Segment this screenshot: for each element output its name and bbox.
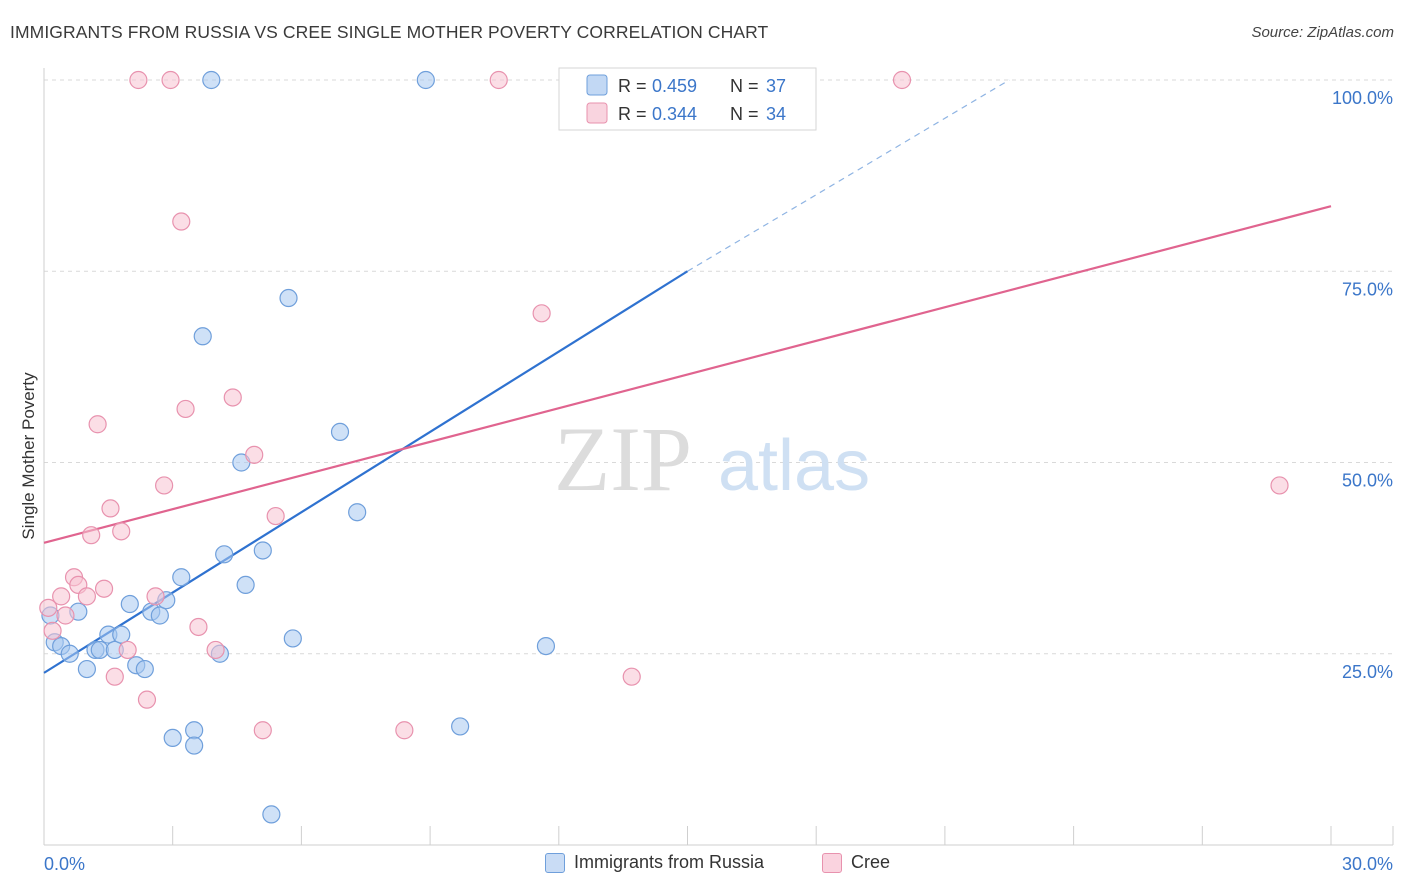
legend-label-russia: Immigrants from Russia	[574, 852, 765, 872]
data-point-cree	[56, 606, 75, 625]
data-point-russia	[451, 717, 470, 736]
data-point-russia	[283, 629, 302, 648]
data-point-russia	[163, 728, 182, 748]
data-point-cree	[266, 506, 285, 526]
data-point-russia	[77, 659, 97, 679]
data-point-cree	[129, 70, 148, 90]
data-point-cree	[176, 399, 195, 419]
legend-n-label-russia: N =	[730, 76, 759, 96]
y-tick-label: 100.0%	[1332, 88, 1393, 108]
data-point-cree	[489, 70, 508, 90]
data-point-russia	[279, 288, 298, 308]
data-point-russia	[193, 327, 212, 346]
y-tick-label: 25.0%	[1342, 662, 1393, 682]
data-point-russia	[416, 70, 435, 90]
legend-swatch-cree	[586, 102, 608, 124]
legend-n-value-russia: 37	[766, 76, 786, 96]
data-point-russia	[348, 503, 367, 522]
data-point-cree	[155, 476, 174, 495]
legend-label-cree: Cree	[851, 852, 891, 872]
data-point-russia	[112, 625, 131, 644]
data-point-cree	[892, 70, 912, 90]
data-point-cree	[94, 579, 114, 598]
legend-item-cree[interactable]: Cree	[822, 852, 890, 873]
data-point-cree	[88, 415, 107, 434]
x-tick-labels: 0.0% 30.0%	[44, 854, 1393, 874]
data-point-russia	[150, 606, 169, 625]
data-point-cree	[532, 304, 551, 323]
data-point-cree	[1270, 476, 1289, 495]
data-point-cree	[245, 445, 264, 464]
legend-swatch-russia-bottom	[545, 852, 565, 873]
legend-swatch-cree-bottom	[822, 852, 842, 873]
data-point-russia	[172, 568, 191, 587]
y-tick-label: 75.0%	[1342, 279, 1393, 299]
y-tick-label: 50.0%	[1342, 471, 1393, 491]
data-point-cree	[172, 212, 191, 231]
source-credit: Source: ZipAtlas.com	[1251, 24, 1394, 41]
data-point-cree	[253, 721, 272, 740]
data-point-russia	[253, 541, 272, 560]
data-point-cree	[206, 640, 225, 660]
legend-r-value-cree: 0.344	[652, 104, 697, 124]
data-point-cree	[77, 587, 97, 606]
legend-swatch-russia	[586, 74, 608, 96]
data-point-cree	[101, 499, 120, 518]
legend-n-value-cree: 34	[766, 104, 786, 124]
data-point-cree	[161, 70, 180, 90]
data-point-russia	[236, 575, 255, 595]
trend-line-russia-extension	[687, 79, 1010, 272]
data-point-cree	[43, 621, 62, 640]
data-point-cree	[395, 721, 414, 740]
data-point-russia	[185, 736, 204, 755]
data-point-cree	[118, 640, 137, 660]
data-point-russia	[120, 594, 139, 614]
data-point-cree	[137, 690, 157, 709]
data-point-russia	[60, 644, 79, 663]
chart-title: IMMIGRANTS FROM RUSSIA VS CREE SINGLE MO…	[10, 22, 769, 42]
data-point-cree	[622, 667, 641, 686]
legend-r-label-russia: R =	[618, 76, 647, 96]
data-point-cree	[105, 667, 124, 686]
legend-item-russia[interactable]: Immigrants from Russia	[545, 852, 764, 873]
legend-n-label-cree: N =	[730, 104, 759, 124]
stats-legend: R = 0.459 N = 37 R = 0.344 N = 34	[558, 67, 817, 131]
legend-r-label-cree: R =	[618, 104, 647, 124]
data-point-cree	[189, 617, 208, 637]
trend-line-cree	[43, 205, 1332, 544]
data-point-russia	[202, 70, 221, 90]
watermark: ZIP atlas	[554, 408, 870, 510]
y-tick-labels: 25.0% 50.0% 75.0% 100.0%	[1332, 88, 1393, 682]
watermark-zip: ZIP	[554, 408, 692, 510]
data-point-russia	[215, 545, 234, 564]
data-point-cree	[146, 587, 165, 606]
data-point-cree	[223, 388, 242, 407]
legend-r-value-russia: 0.459	[652, 76, 697, 96]
data-point-cree	[112, 522, 131, 541]
scatter-points	[39, 70, 1289, 824]
data-point-cree	[82, 526, 101, 545]
data-point-russia	[185, 721, 204, 740]
series-legend: Immigrants from Russia Cree	[0, 852, 1406, 878]
data-point-russia	[330, 422, 350, 441]
axes	[43, 68, 1394, 846]
x-tick-label-max: 30.0%	[1342, 854, 1393, 874]
data-point-russia	[135, 659, 154, 679]
watermark-atlas: atlas	[718, 426, 870, 506]
y-axis-label: Single Mother Poverty	[19, 372, 38, 540]
data-point-cree	[39, 598, 58, 617]
x-tick-label-min: 0.0%	[44, 854, 85, 874]
data-point-cree	[52, 587, 71, 606]
data-point-russia	[262, 805, 281, 824]
data-point-russia	[536, 636, 556, 656]
